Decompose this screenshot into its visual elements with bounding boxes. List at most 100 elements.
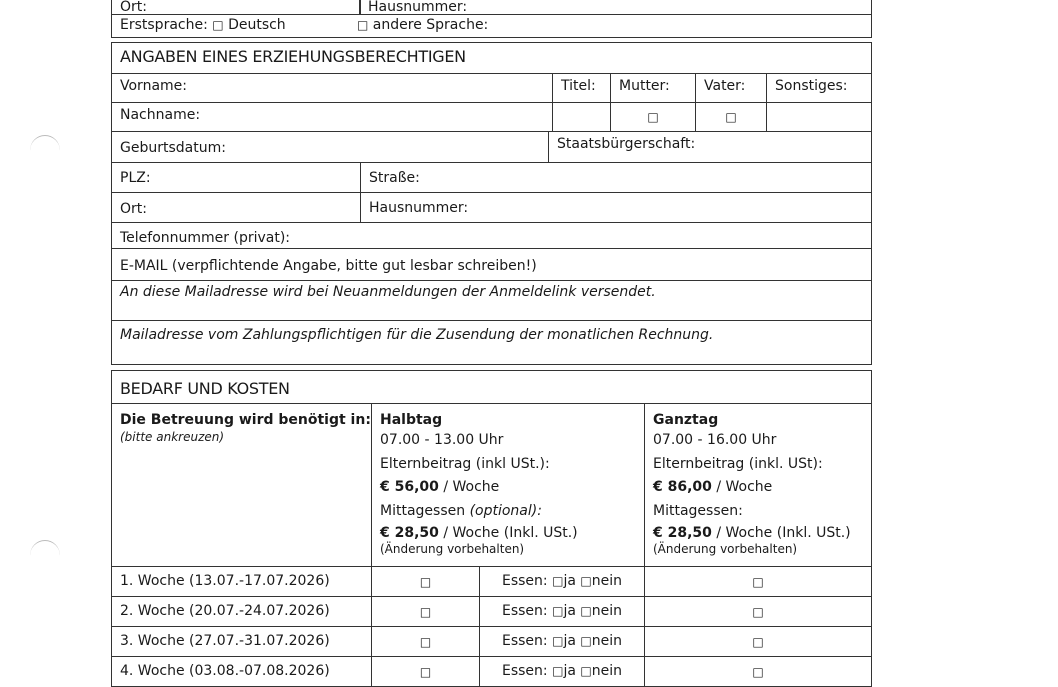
essen-label: Essen:	[502, 633, 548, 649]
halbtag-fee: € 56,00	[380, 479, 439, 495]
child-hausnummer-field[interactable]: Hausnummer:	[359, 0, 872, 15]
label: Staatsbürgerschaft:	[557, 136, 696, 152]
ja-label: ja	[563, 573, 576, 589]
email-label: E-MAIL (verpflichtende Angabe, bitte gut…	[111, 248, 872, 281]
checkbox-halbtag-week[interactable]: □	[371, 566, 480, 597]
checkbox-essen-ja[interactable]: □	[552, 664, 564, 678]
ganztag-hours: 07.00 - 16.00 Uhr	[653, 432, 777, 448]
unit: / Woche (Inkl. USt.)	[438, 525, 578, 541]
checkbox-essen-nein[interactable]: □	[580, 664, 592, 678]
costs-intro-note: (bitte ankreuzen)	[120, 430, 225, 444]
billing-note: Mailadresse vom Zahlungspflichtigen für …	[120, 327, 714, 343]
checkbox-essen-ja[interactable]: □	[552, 574, 564, 588]
essen-cell: Essen: □ja □nein	[479, 626, 645, 657]
checkbox-essen-ja[interactable]: □	[552, 634, 564, 648]
nein-label: nein	[591, 603, 622, 619]
week-row-label: 2. Woche (20.07.-24.07.2026)	[111, 596, 372, 627]
essen-cell: Essen: □ja □nein	[479, 656, 645, 687]
staatsbuergerschaft-field[interactable]: Staatsbürgerschaft:	[548, 131, 872, 163]
halbtag-lunch: € 28,50	[380, 525, 439, 541]
essen-cell: Essen: □ja □nein	[479, 596, 645, 627]
halbtag-hours: 07.00 - 13.00 Uhr	[380, 432, 504, 448]
sonstiges-input[interactable]	[766, 102, 872, 132]
label: Straße:	[369, 170, 420, 186]
lunch-optional: (optional):	[469, 502, 542, 519]
checkbox-ganztag-week[interactable]: □	[644, 656, 872, 687]
checkbox-ganztag-week[interactable]: □	[644, 626, 872, 657]
punch-hole	[30, 135, 60, 166]
unit: / Woche (Inkl. USt.)	[711, 525, 851, 541]
label: Ort:	[120, 0, 147, 15]
ganztag-title: Ganztag	[653, 412, 719, 428]
checkbox-vater[interactable]: □	[695, 102, 767, 132]
ja-label: ja	[563, 633, 576, 649]
email-note: An diese Mailadresse wird bei Neuanmeldu…	[120, 284, 656, 300]
erstsprache-row: Erstsprache: □ Deutsch □ andere Sprache:	[111, 14, 872, 38]
halbtag-note: (Änderung vorbehalten)	[380, 542, 525, 556]
label: Hausnummer:	[369, 200, 469, 216]
checkbox-ganztag-week[interactable]: □	[644, 596, 872, 627]
nein-label: nein	[591, 573, 622, 589]
ganztag-lunch: € 28,50	[653, 525, 712, 541]
halbtag-fee-label: Elternbeitrag (inkl USt.):	[380, 455, 550, 472]
label: Ort:	[120, 201, 147, 217]
sonstiges-label: Sonstiges:	[766, 73, 872, 103]
label: Hausnummer:	[368, 0, 468, 15]
plz-field[interactable]: PLZ:	[111, 162, 361, 193]
ort-field[interactable]: Ort:	[111, 192, 361, 223]
ganztag-note: (Änderung vorbehalten)	[653, 542, 798, 556]
checkbox-essen-nein[interactable]: □	[580, 574, 592, 588]
checkbox-mutter[interactable]: □	[610, 102, 696, 132]
essen-label: Essen:	[502, 603, 548, 619]
mutter-label: Mutter:	[610, 73, 696, 103]
ja-label: ja	[563, 603, 576, 619]
halbtag-title: Halbtag	[380, 412, 443, 428]
option-deutsch: Deutsch	[228, 17, 286, 33]
label: Telefonnummer (privat):	[120, 230, 291, 246]
punch-hole	[30, 540, 60, 571]
label: Nachname:	[120, 107, 201, 123]
ganztag-cell: Ganztag 07.00 - 16.00 Uhr Elternbeitrag …	[644, 403, 872, 567]
costs-intro: Die Betreuung wird benötigt in:	[120, 412, 371, 428]
vorname-field[interactable]: Vorname:	[111, 73, 553, 103]
essen-label: Essen:	[502, 663, 548, 679]
essen-cell: Essen: □ja □nein	[479, 566, 645, 597]
lunch-label: Mittagessen:	[653, 502, 743, 519]
week-row-label: 1. Woche (13.07.-17.07.2026)	[111, 566, 372, 597]
geburtsdatum-field[interactable]: Geburtsdatum:	[111, 131, 549, 163]
checkbox-essen-nein[interactable]: □	[580, 604, 592, 618]
checkbox-deutsch[interactable]: □	[212, 18, 224, 32]
lunch-label: Mittagessen	[380, 502, 470, 519]
checkbox-halbtag-week[interactable]: □	[371, 656, 480, 687]
label: PLZ:	[120, 170, 151, 186]
checkbox-essen-ja[interactable]: □	[552, 604, 564, 618]
nein-label: nein	[591, 663, 622, 679]
child-ort-field[interactable]: Ort:	[111, 0, 361, 15]
halbtag-cell: Halbtag 07.00 - 13.00 Uhr Elternbeitrag …	[371, 403, 645, 567]
nein-label: nein	[591, 633, 622, 649]
checkbox-essen-nein[interactable]: □	[580, 634, 592, 648]
week-row-label: 4. Woche (03.08.-07.08.2026)	[111, 656, 372, 687]
label: Vorname:	[120, 78, 187, 94]
unit: / Woche	[711, 479, 773, 495]
strasse-field[interactable]: Straße:	[360, 162, 872, 193]
label: Geburtsdatum:	[120, 140, 226, 156]
ganztag-fee: € 86,00	[653, 479, 712, 495]
checkbox-andere[interactable]: □	[357, 18, 369, 32]
titel-input[interactable]	[552, 102, 611, 132]
email-field[interactable]: An diese Mailadresse wird bei Neuanmeldu…	[111, 280, 872, 321]
telefon-field[interactable]: Telefonnummer (privat):	[111, 222, 872, 249]
option-andere: andere Sprache:	[372, 17, 489, 33]
ja-label: ja	[563, 663, 576, 679]
erstsprache-label: Erstsprache:	[120, 17, 208, 33]
billing-email-field[interactable]: Mailadresse vom Zahlungspflichtigen für …	[111, 320, 872, 365]
checkbox-halbtag-week[interactable]: □	[371, 626, 480, 657]
titel-field[interactable]: Titel:	[552, 73, 611, 103]
hausnummer-field[interactable]: Hausnummer:	[360, 192, 872, 223]
checkbox-ganztag-week[interactable]: □	[644, 566, 872, 597]
checkbox-halbtag-week[interactable]: □	[371, 596, 480, 627]
week-row-label: 3. Woche (27.07.-31.07.2026)	[111, 626, 372, 657]
label: Titel:	[561, 78, 596, 94]
essen-label: Essen:	[502, 573, 548, 589]
nachname-field[interactable]: Nachname:	[111, 102, 553, 132]
